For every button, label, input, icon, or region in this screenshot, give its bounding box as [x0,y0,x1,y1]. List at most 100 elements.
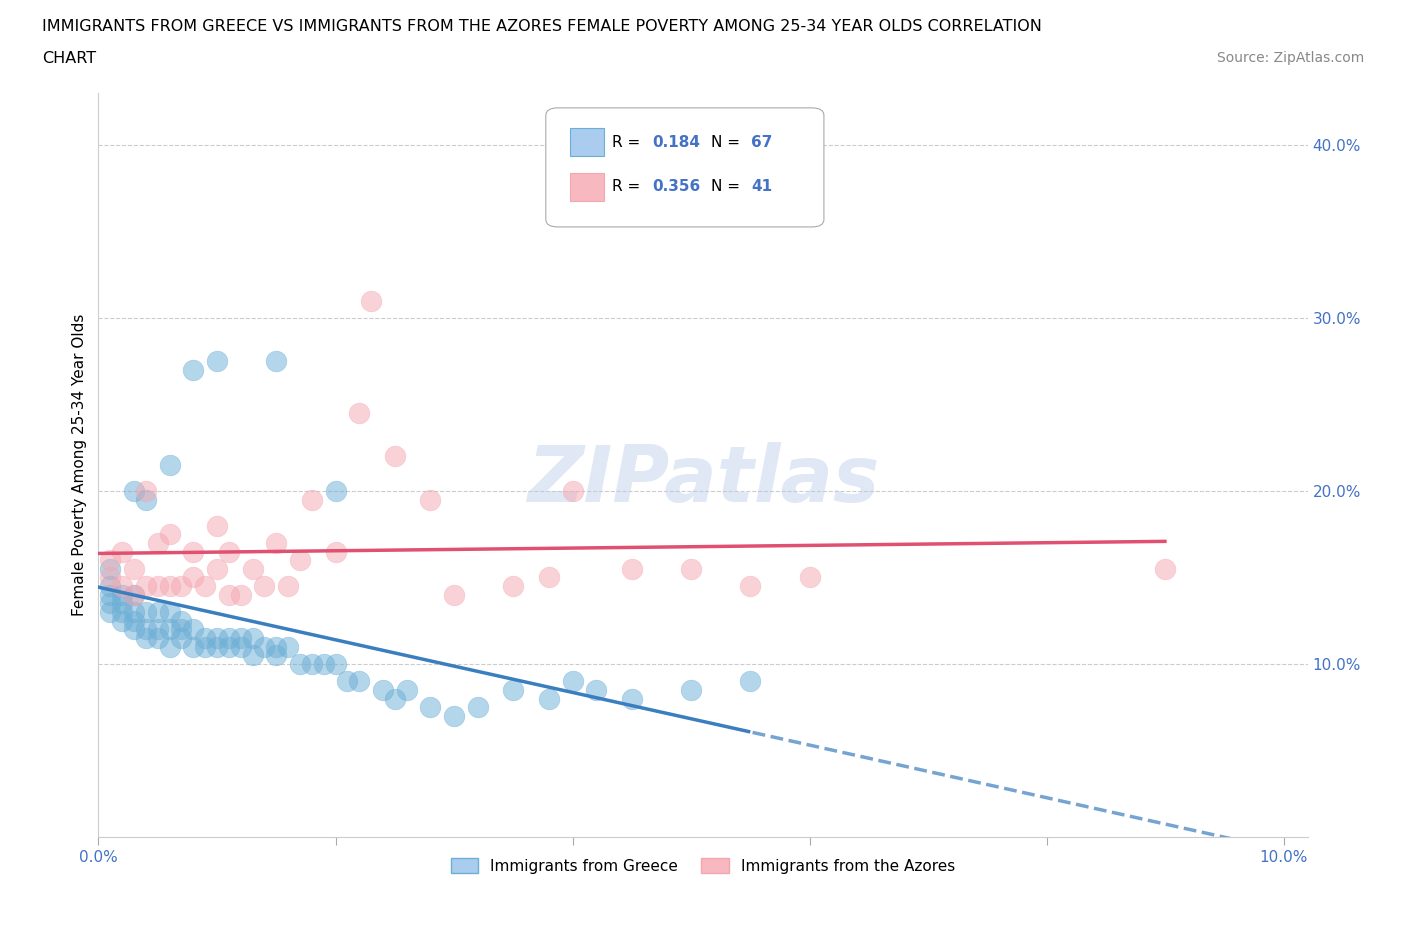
FancyBboxPatch shape [569,173,603,201]
Point [384,691,406,706]
Point [159,622,181,637]
Point [395,683,418,698]
Point [312,657,335,671]
Text: N =: N = [711,179,745,194]
Point [122,588,145,603]
Point [170,613,193,628]
Point [205,639,228,654]
Point [620,691,643,706]
Point [242,648,264,663]
Text: N =: N = [711,135,745,150]
Point [360,293,382,308]
Point [419,699,441,714]
Point [122,588,145,603]
Point [159,526,181,541]
Point [122,604,145,619]
Point [799,570,821,585]
Point [229,639,252,654]
Point [301,657,323,671]
Point [98,570,121,585]
Point [181,363,204,378]
Point [347,405,370,420]
Point [561,484,583,498]
Text: Source: ZipAtlas.com: Source: ZipAtlas.com [1216,51,1364,65]
Point [681,562,703,577]
Point [98,604,121,619]
Point [443,709,465,724]
Point [135,631,157,645]
Point [419,492,441,507]
Point [288,552,311,567]
Point [111,588,134,603]
Legend: Immigrants from Greece, Immigrants from the Azores: Immigrants from Greece, Immigrants from … [443,850,963,882]
Point [242,631,264,645]
Text: 41: 41 [751,179,772,194]
Point [135,578,157,593]
Point [111,604,134,619]
Point [146,622,169,637]
Point [159,604,181,619]
Point [242,562,264,577]
Point [205,562,228,577]
Point [122,562,145,577]
Point [347,674,370,689]
Point [181,639,204,654]
Point [98,588,121,603]
Point [681,683,703,698]
Point [1154,562,1177,577]
FancyBboxPatch shape [569,128,603,156]
Point [218,544,240,559]
Text: R =: R = [613,135,645,150]
Point [325,544,347,559]
Text: 67: 67 [751,135,773,150]
Point [620,562,643,577]
Point [253,639,276,654]
Point [111,578,134,593]
Point [740,674,762,689]
Point [181,570,204,585]
Point [561,674,583,689]
Point [98,562,121,577]
Point [111,596,134,611]
Point [301,492,323,507]
Point [122,613,145,628]
Point [229,631,252,645]
Point [181,622,204,637]
Point [205,518,228,533]
Point [264,648,287,663]
Point [277,578,299,593]
Point [170,631,193,645]
Point [277,639,299,654]
Point [325,484,347,498]
Point [229,588,252,603]
Point [205,631,228,645]
Text: IMMIGRANTS FROM GREECE VS IMMIGRANTS FROM THE AZORES FEMALE POVERTY AMONG 25-34 : IMMIGRANTS FROM GREECE VS IMMIGRANTS FRO… [42,19,1042,33]
Point [264,536,287,551]
Point [135,492,157,507]
Point [384,449,406,464]
Point [159,639,181,654]
Text: ZIPatlas: ZIPatlas [527,442,879,518]
Point [371,683,394,698]
Point [146,631,169,645]
Point [194,631,217,645]
Point [537,691,560,706]
Point [467,699,489,714]
Point [146,536,169,551]
Point [159,578,181,593]
Point [98,578,121,593]
Point [111,613,134,628]
Point [336,674,359,689]
Point [443,588,465,603]
Point [170,622,193,637]
Point [194,639,217,654]
Point [135,622,157,637]
Point [122,622,145,637]
Point [98,596,121,611]
Point [135,484,157,498]
Point [218,588,240,603]
Point [218,631,240,645]
Point [264,639,287,654]
Point [205,353,228,368]
Text: CHART: CHART [42,51,96,66]
